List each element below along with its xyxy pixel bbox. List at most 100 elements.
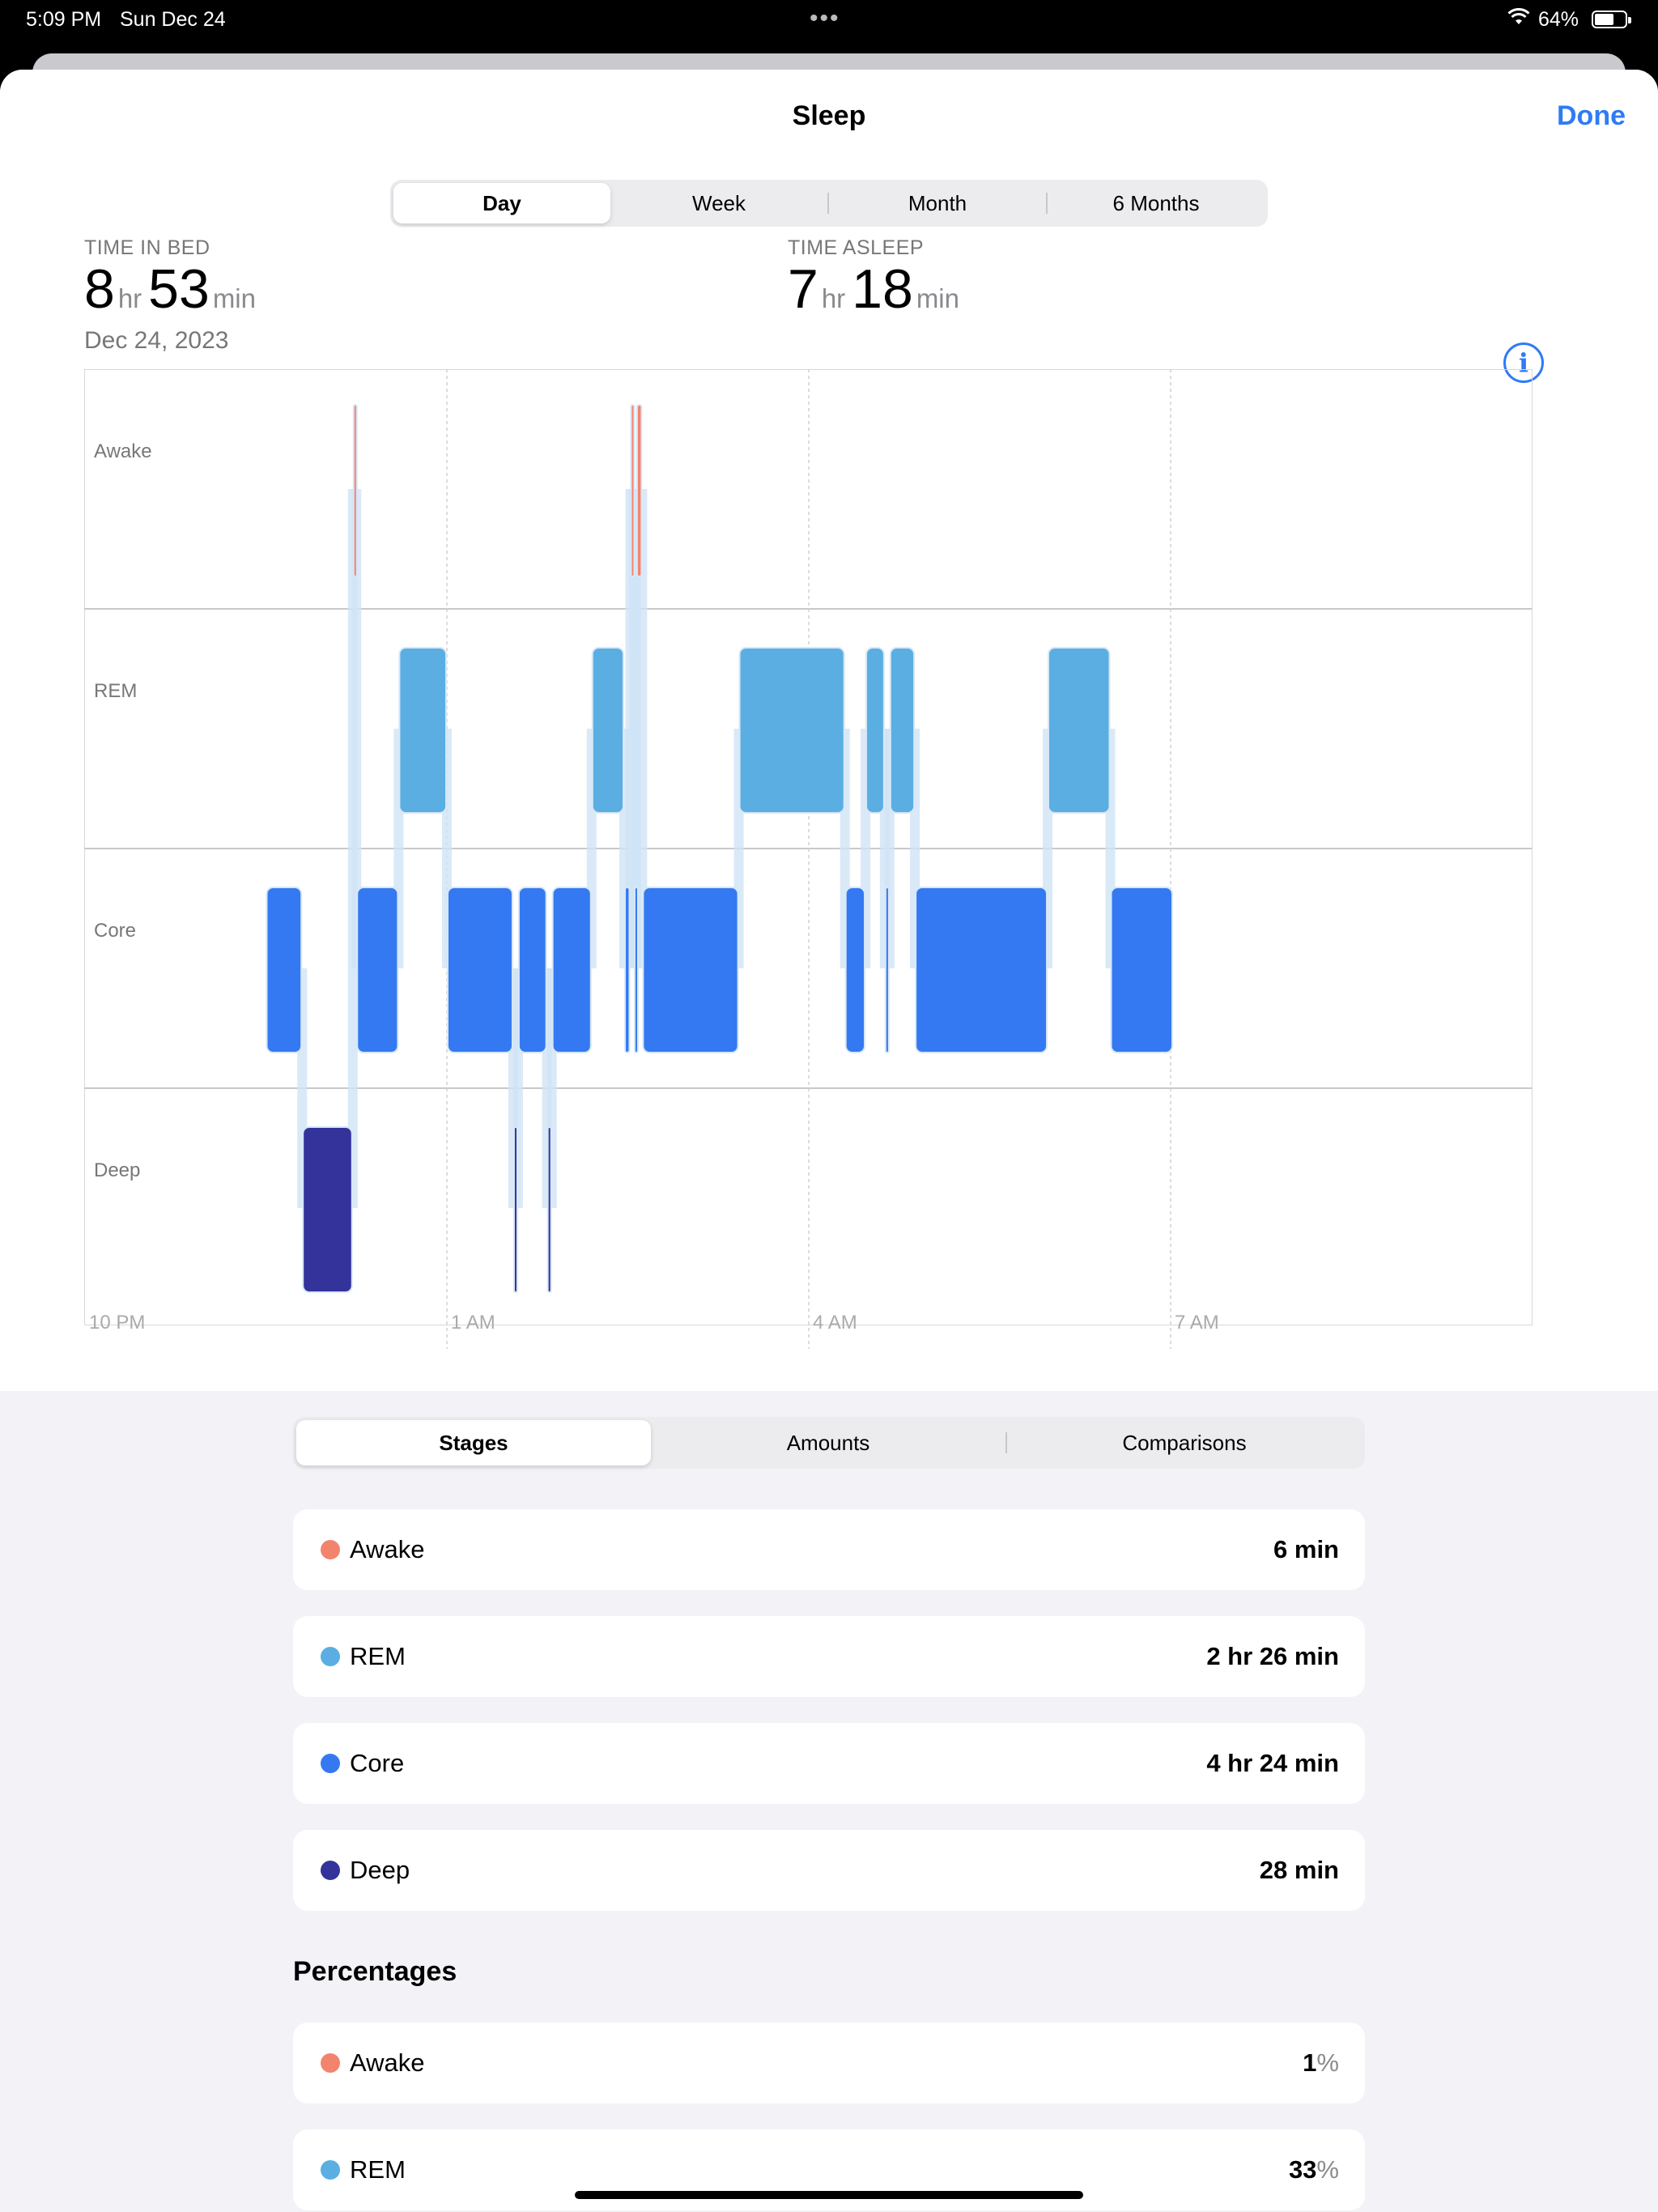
stage-name: Core xyxy=(350,1749,405,1777)
sleep-segment-core xyxy=(642,887,739,1053)
stage-transition xyxy=(351,489,362,968)
stage-name: Deep xyxy=(350,1856,410,1884)
multitasking-dots-icon[interactable]: ••• xyxy=(810,5,840,32)
stage-name: Awake xyxy=(350,1535,425,1563)
sleep-segment-rem xyxy=(889,647,916,814)
sleep-segment-core xyxy=(266,887,303,1053)
list-item-awake[interactable]: Awake 6 min xyxy=(293,1509,1365,1590)
sleep-segment-core xyxy=(447,887,513,1053)
percentages-heading: Percentages xyxy=(293,1956,457,1987)
status-time: 5:09 PM xyxy=(26,8,102,31)
sleep-segment-deep xyxy=(546,1126,552,1293)
tab-stages[interactable]: Stages xyxy=(296,1420,651,1465)
home-indicator[interactable] xyxy=(575,2191,1083,2199)
legend-dot xyxy=(321,1754,340,1773)
stage-name: Awake xyxy=(350,2048,425,2077)
time-in-bed-hr-unit: hr xyxy=(117,283,142,313)
stage-label-deep: Deep xyxy=(94,1159,141,1181)
stage-label-core: Core xyxy=(94,920,137,942)
legend-dot xyxy=(321,2160,340,2180)
sleep-segment-core xyxy=(1110,887,1173,1053)
time-in-bed-value: 8 hr 53 min xyxy=(84,257,262,321)
segment-divider xyxy=(1005,1432,1007,1453)
stage-name: REM xyxy=(350,2155,406,2184)
sleep-chart-svg xyxy=(84,369,1533,1349)
stage-label-awake: Awake xyxy=(94,440,152,462)
sleep-segment-deep xyxy=(512,1126,518,1293)
x-tick-label: 4 AM xyxy=(813,1312,857,1334)
tab-day[interactable]: Day xyxy=(393,183,610,223)
wifi-icon xyxy=(1507,6,1530,32)
time-asleep-min-unit: min xyxy=(916,283,959,313)
time-in-bed-min-unit: min xyxy=(212,283,256,313)
time-asleep-value: 7 hr 18 min xyxy=(788,257,966,321)
percent-sign: % xyxy=(1316,2048,1339,2077)
tab-week[interactable]: Week xyxy=(692,190,746,215)
stage-percentage: 1% xyxy=(1303,2048,1339,2078)
sleep-segment-rem xyxy=(398,647,447,814)
time-asleep-label: TIME ASLEEP xyxy=(788,236,925,259)
x-tick-label: 10 PM xyxy=(89,1312,146,1334)
sleep-segment-core xyxy=(633,887,639,1053)
stage-duration: 2 hr 26 min xyxy=(1206,1642,1339,1670)
sleep-segment-core xyxy=(884,887,890,1053)
page-title: Sleep xyxy=(792,100,866,131)
time-in-bed-minutes: 53 xyxy=(148,258,210,320)
sleep-segment-awake xyxy=(636,404,643,577)
sleep-segment-core xyxy=(517,887,547,1053)
sleep-segment-rem xyxy=(1048,647,1111,814)
sheet-header-area: Sleep Done Day Week Month 6 Months TIME … xyxy=(0,70,1658,1391)
info-icon[interactable]: i xyxy=(1503,342,1544,383)
legend-dot xyxy=(321,2053,340,2073)
list-item-rem[interactable]: REM 2 hr 26 min xyxy=(293,1616,1365,1697)
battery-level xyxy=(1595,14,1613,25)
percentage-number: 1 xyxy=(1303,2048,1317,2077)
detail-segmented-control: Stages Amounts Comparisons xyxy=(293,1417,1365,1469)
sleep-segment-rem xyxy=(865,647,885,814)
status-bar: 5:09 PM Sun Dec 24 ••• 64% xyxy=(0,0,1658,55)
list-item-core[interactable]: Core 4 hr 24 min xyxy=(293,1723,1365,1804)
stage-transition xyxy=(637,489,648,968)
percent-sign: % xyxy=(1316,2155,1339,2184)
legend-dot xyxy=(321,1861,340,1880)
battery-percent: 64% xyxy=(1538,8,1579,31)
legend-dot xyxy=(321,1647,340,1666)
percentage-number: 33 xyxy=(1288,2155,1317,2184)
stage-label-rem: REM xyxy=(94,680,138,702)
stage-percentage: 33% xyxy=(1289,2155,1339,2184)
stage-duration: 28 min xyxy=(1259,1856,1339,1884)
tab-6-months[interactable]: 6 Months xyxy=(1112,190,1200,215)
time-asleep-hr-unit: hr xyxy=(821,283,846,313)
stage-name: REM xyxy=(350,1642,406,1670)
sleep-segment-awake xyxy=(630,404,636,577)
x-tick-label: 1 AM xyxy=(451,1312,495,1334)
sleep-segment-rem xyxy=(591,647,625,814)
stage-duration: 6 min xyxy=(1273,1535,1339,1563)
time-in-bed-label: TIME IN BED xyxy=(84,236,210,259)
tab-month[interactable]: Month xyxy=(908,190,967,215)
time-asleep-minutes: 18 xyxy=(852,258,913,320)
sleep-segment-core xyxy=(356,887,399,1053)
battery-cap xyxy=(1628,17,1631,23)
segment-divider xyxy=(1046,193,1048,214)
sleep-segment-core xyxy=(624,887,631,1053)
summary-date: Dec 24, 2023 xyxy=(84,327,229,354)
segment-divider xyxy=(827,193,829,214)
status-date: Sun Dec 24 xyxy=(120,8,226,31)
sleep-segment-awake xyxy=(352,404,358,577)
range-segmented-control: Day Week Month 6 Months xyxy=(390,180,1268,227)
done-button[interactable]: Done xyxy=(1557,100,1626,131)
sleep-stages-chart: Awake REM Core Deep 10 PM 1 AM 4 AM 7 AM xyxy=(84,369,1533,1349)
sleep-sheet: Sleep Done Day Week Month 6 Months TIME … xyxy=(0,70,1658,2212)
stage-duration: 4 hr 24 min xyxy=(1206,1749,1339,1777)
sleep-segment-core xyxy=(844,887,866,1053)
sleep-segment-core xyxy=(915,887,1048,1053)
tab-comparisons[interactable]: Comparisons xyxy=(1122,1430,1247,1455)
time-in-bed-hours: 8 xyxy=(84,258,115,320)
list-item-deep[interactable]: Deep 28 min xyxy=(293,1830,1365,1911)
sleep-segment-rem xyxy=(738,647,845,814)
sleep-segment-core xyxy=(551,887,592,1053)
percentage-item-awake[interactable]: Awake 1% xyxy=(293,2023,1365,2104)
tab-amounts[interactable]: Amounts xyxy=(786,1430,870,1455)
x-tick-label: 7 AM xyxy=(1175,1312,1219,1334)
